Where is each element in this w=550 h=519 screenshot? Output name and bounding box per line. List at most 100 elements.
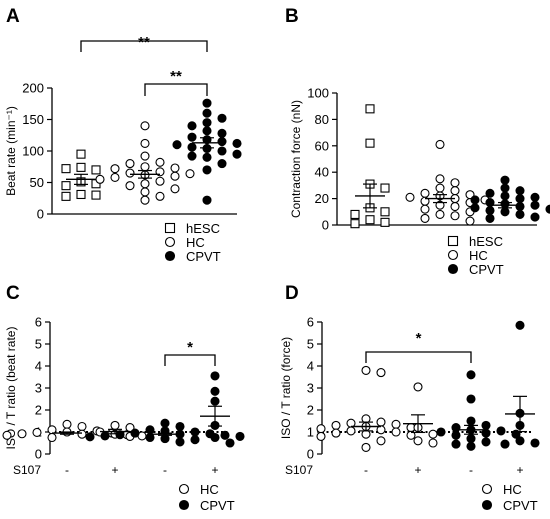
data-point [465,216,475,226]
data-point [110,164,120,174]
data-point [210,386,220,396]
data-point [47,432,57,443]
legend-item: HC [178,482,219,497]
data-point [202,98,212,108]
y-tick-label: 1 [307,425,314,440]
data-point [155,157,165,167]
s107-value: - [65,463,69,477]
data-point [380,183,390,193]
data-point [466,434,476,444]
data-point [451,439,461,449]
s107-value: - [163,463,167,477]
data-point [170,171,180,181]
group-cpvt [500,320,540,449]
legend-item: CPVT [164,249,221,264]
significance-label: ** [170,68,182,85]
panel-b: B 0 20 40 60 80 100 Contraction force (nN) hESCH… [285,6,550,277]
data-point [346,426,356,436]
data-point [95,174,105,184]
data-point [500,183,510,193]
legend-label: hESC [469,234,503,249]
data-point [450,211,460,221]
data-point [232,149,242,159]
legend-label: hESC [186,221,220,236]
data-point [420,204,430,214]
legend-label: CPVT [186,249,221,264]
data-point [316,424,326,434]
legend-label: HC [186,235,205,250]
data-point [481,437,491,447]
data-point [140,179,150,189]
data-point [202,165,212,175]
data-point [160,418,170,428]
data-point [155,191,165,201]
data-point [202,152,212,162]
data-point [466,441,476,451]
legend-label: CPVT [469,262,504,277]
y-tick-label: 0 [35,447,42,462]
data-point [77,429,87,439]
data-point [115,430,125,440]
group-cpvt [200,371,235,448]
legend-marker [178,483,190,495]
data-point [511,429,521,439]
legend-marker [447,249,459,261]
data-point [361,365,371,375]
data-point [76,162,86,172]
y-tick-label: 3 [307,381,314,396]
group-cpvt [172,98,242,205]
y-tick-label: 5 [35,337,42,352]
data-point [232,138,242,148]
y-tick-label: 20 [315,191,329,206]
significance-label: ** [138,34,150,51]
data-point [365,104,375,114]
y-tick-label: 0 [307,447,314,462]
data-point [500,175,510,185]
data-point [202,126,212,136]
data-point [515,201,525,212]
data-point [515,209,525,219]
y-tick-label: 50 [30,175,44,190]
s107-label: S107 [13,463,41,477]
data-point [155,176,165,186]
data-point [76,189,86,200]
data-point [530,438,540,448]
data-point [217,128,227,138]
data-point [413,436,423,446]
data-point [140,151,150,161]
data-point [435,174,445,184]
s107-value: + [211,463,218,477]
data-point [185,169,195,179]
data-point [190,427,200,437]
data-point [91,165,101,175]
y-tick-label: 200 [22,81,44,96]
legend-item: hESC [164,221,220,236]
data-point [61,164,71,174]
legend-marker [178,499,190,511]
data-point [140,195,150,205]
data-point [76,149,86,159]
data-point [485,188,495,198]
significance-label: * [416,330,422,347]
data-point [331,428,341,438]
data-point [435,209,445,219]
group-hesc [350,104,390,229]
data-point [187,121,197,131]
data-point [435,183,445,193]
data-point [530,200,540,210]
group-hc [405,139,490,226]
y-tick-label: 6 [35,315,42,330]
data-point [170,184,180,194]
data-point [376,417,386,427]
data-point [110,172,120,183]
y-tick-label: 60 [315,138,329,153]
significance-bracket [365,351,472,363]
data-point [428,429,438,439]
data-point [220,430,230,440]
data-point [500,207,510,217]
legend-label: CPVT [503,498,538,513]
legend-item: CPVT [481,498,538,513]
legend-marker [164,222,176,234]
s107-value: - [364,463,368,477]
